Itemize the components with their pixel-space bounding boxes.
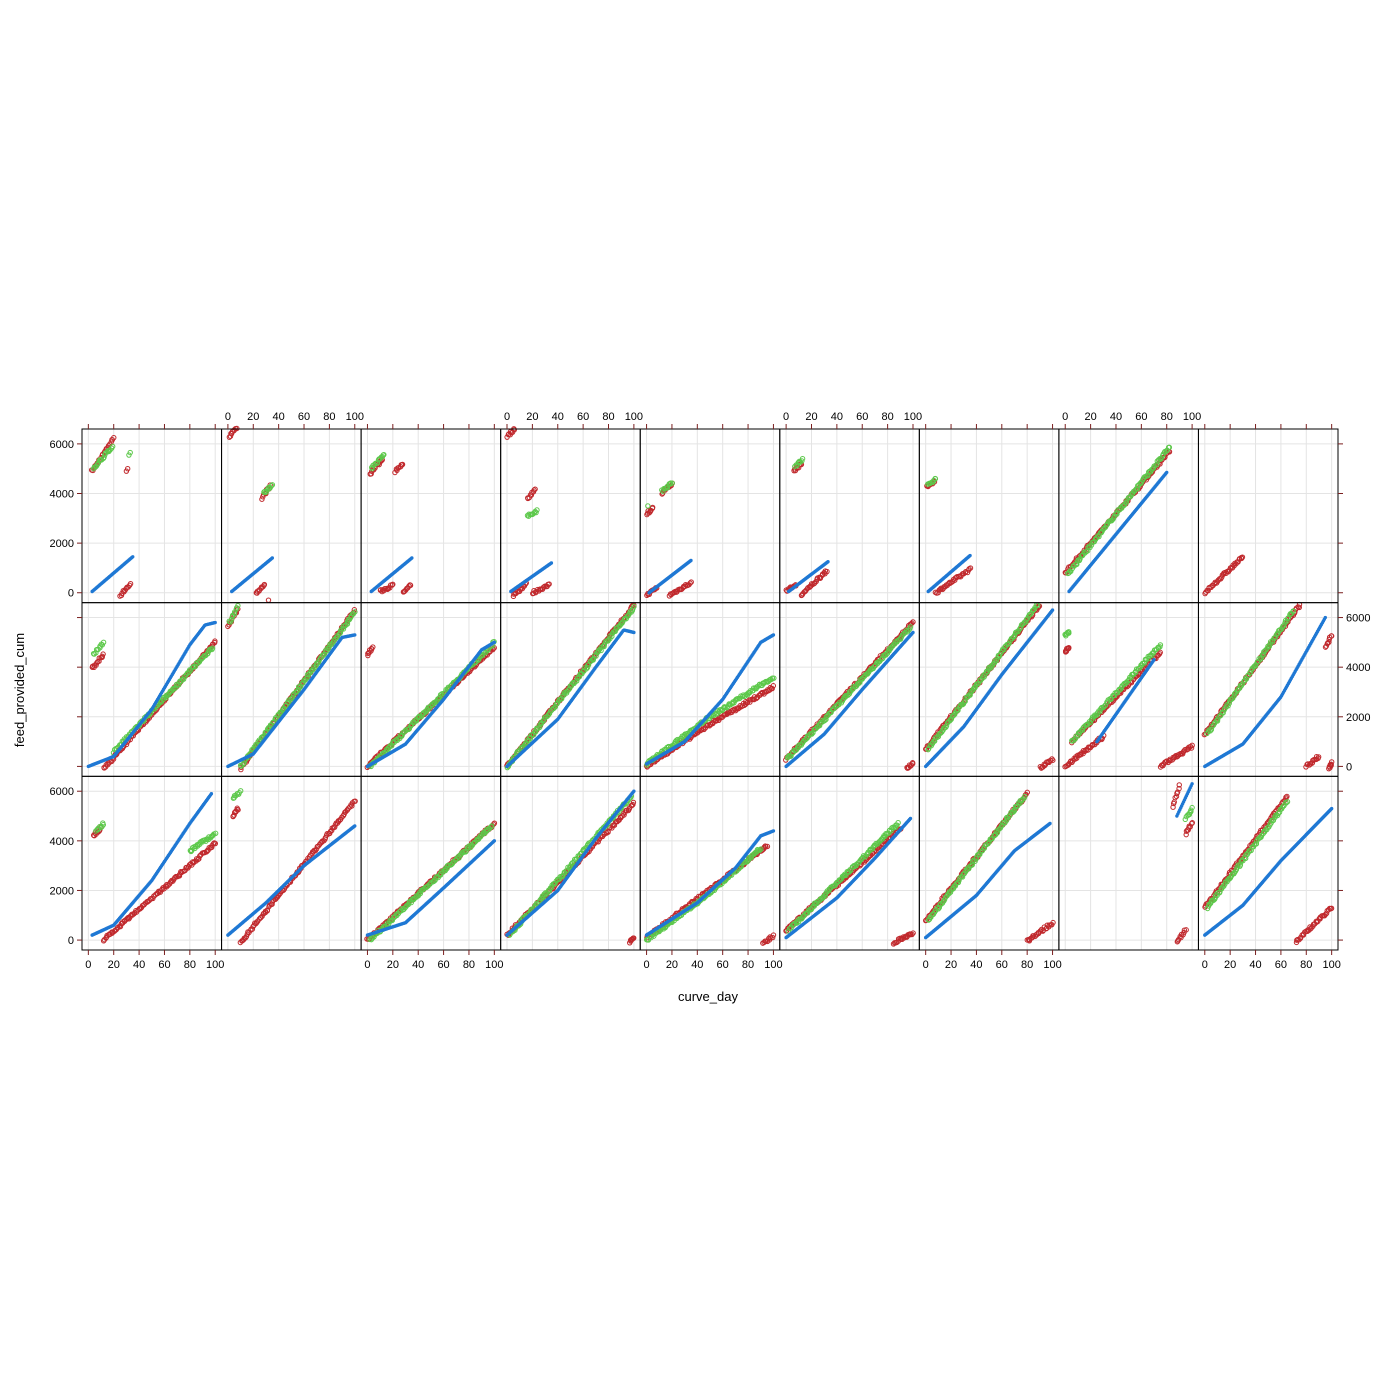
data-point-green	[799, 455, 806, 462]
data-point-blue	[213, 620, 217, 625]
data-point-green	[269, 482, 276, 488]
data-point-blue	[270, 556, 275, 560]
data-point-red	[124, 465, 131, 472]
data-point-blue	[771, 633, 776, 637]
data-point-red	[261, 581, 268, 588]
data-point-red	[407, 582, 414, 589]
panel-middle-8	[1062, 629, 1195, 770]
data-point-green	[263, 489, 269, 496]
data-point-green	[796, 458, 803, 464]
data-point-red	[259, 496, 265, 502]
panel-middle-2	[225, 602, 358, 773]
data-point-red	[649, 504, 656, 511]
panel-top-7	[924, 475, 974, 596]
data-point-green	[534, 507, 540, 513]
data-point-red	[824, 568, 830, 575]
data-point-red	[688, 579, 694, 585]
panel-middle-5	[643, 633, 777, 770]
data-point-green	[261, 489, 267, 495]
data-point-green	[645, 503, 651, 509]
data-point-red	[111, 434, 117, 441]
data-point-green	[109, 443, 116, 450]
panel-middle-6	[783, 619, 916, 771]
data-point-red	[389, 582, 395, 588]
data-point-blue	[1323, 615, 1328, 620]
data-point-red	[531, 487, 537, 493]
grid-layer	[82, 429, 1338, 950]
data-point-green	[669, 480, 675, 486]
data-point-red	[687, 580, 693, 586]
panel-top-1	[88, 434, 135, 599]
panel-top-3	[367, 451, 414, 595]
panel-top-8	[1062, 444, 1173, 594]
data-point-red	[390, 581, 396, 588]
data-point-red	[819, 571, 826, 577]
data-point-red	[532, 486, 538, 492]
panel-middle-9	[1201, 601, 1335, 772]
data-point-red	[265, 597, 272, 603]
panel-top-9	[1202, 554, 1246, 597]
data-point-blue	[689, 558, 693, 563]
data-point-green	[268, 483, 275, 489]
data-point-red	[227, 433, 234, 439]
data-point-green	[127, 449, 133, 456]
panel-bottom-1	[90, 792, 219, 944]
data-point-green	[369, 465, 375, 472]
panel-top-4	[504, 426, 554, 600]
data-point-green	[932, 476, 939, 482]
panel-top-5	[644, 480, 694, 599]
data-point-blue	[968, 553, 972, 558]
data-point-green	[381, 451, 387, 458]
panel-middle-7	[923, 602, 1056, 771]
data-point-blue	[410, 556, 414, 560]
panel-top-6	[783, 455, 830, 599]
data-point-blue	[353, 633, 357, 637]
data-point-red	[546, 581, 552, 587]
data-point-red	[399, 461, 406, 468]
data-point-blue	[632, 630, 636, 635]
data-point-red	[511, 427, 517, 433]
data-point-green	[533, 509, 539, 516]
data-point-blue	[492, 640, 497, 645]
data-point-blue	[131, 555, 135, 559]
data-point-red	[127, 580, 134, 587]
panel-middle-3	[364, 638, 497, 770]
data-point-blue	[1165, 470, 1169, 475]
data-point-red	[967, 565, 974, 571]
panel-middle-4	[504, 602, 637, 771]
data-point-blue	[1050, 608, 1055, 612]
data-layer	[86, 425, 1335, 947]
data-point-blue	[826, 560, 830, 564]
panel-top-2	[226, 425, 276, 603]
data-point-blue	[549, 561, 554, 565]
data-point-blue	[911, 630, 915, 635]
panel-middle-1	[86, 620, 218, 771]
data-point-blue	[1152, 658, 1156, 662]
data-point-green	[799, 458, 805, 464]
